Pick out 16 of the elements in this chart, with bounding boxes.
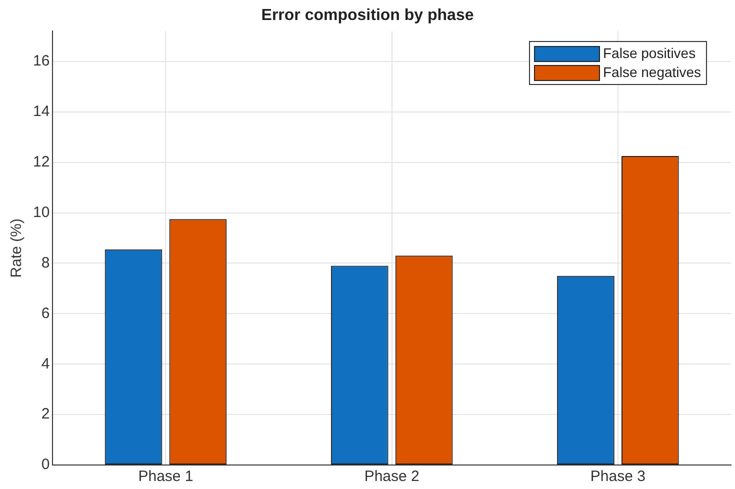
y-tick-label: 12 xyxy=(32,153,50,170)
x-tick-label: Phase 3 xyxy=(590,468,646,486)
y-axis-title: Rate (%) xyxy=(8,218,26,278)
y-tick-label: 0 xyxy=(41,456,50,474)
legend-label: False positives xyxy=(603,44,696,64)
y-tick-label: 6 xyxy=(41,304,50,322)
legend-label: False negatives xyxy=(603,63,702,82)
x-tick-label: Phase 2 xyxy=(364,468,420,486)
chart-title: Error composition by phase xyxy=(261,7,474,24)
y-tick-label: 2 xyxy=(41,406,50,423)
y-tick-label: 16 xyxy=(32,52,50,70)
x-tick-label: Phase 1 xyxy=(138,468,194,486)
y-tick-label: 8 xyxy=(41,254,50,272)
y-tick-label: 4 xyxy=(41,355,50,372)
y-tick-label: 10 xyxy=(32,204,50,221)
y-tick-label: 14 xyxy=(32,103,50,120)
